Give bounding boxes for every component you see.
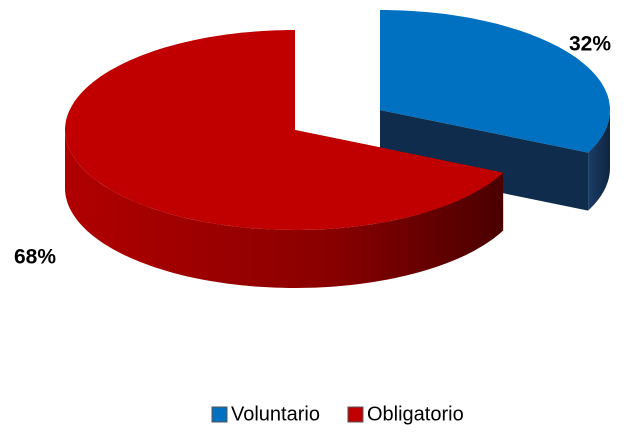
data-label: 68% [14,246,56,269]
legend-label: Voluntario [231,403,320,425]
slice-cut-face [380,110,589,211]
pie: 32% 68% [14,10,611,288]
slice-side [65,130,504,288]
slice [380,10,610,153]
legend-label: Obligatorio [367,403,464,425]
slice [65,30,504,230]
slice-side [588,110,610,211]
data-label: 32% [569,33,611,56]
legend: Voluntario Obligatorio [211,403,464,425]
legend-swatch [347,406,364,423]
legend-swatch [211,406,228,423]
